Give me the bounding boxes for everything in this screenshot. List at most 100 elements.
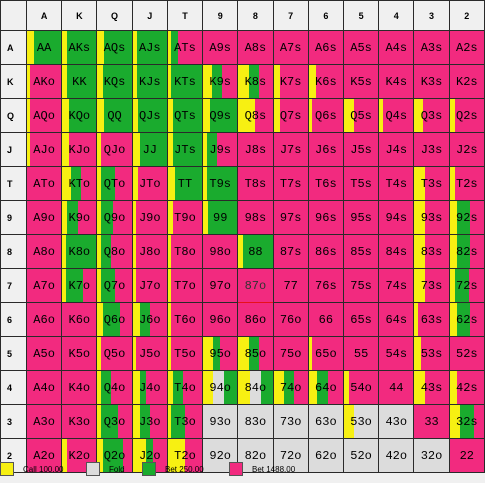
hand-cell-A7o[interactable]: A7o	[25, 268, 63, 303]
hand-cell-96o[interactable]: 96o	[202, 302, 239, 337]
hand-cell-A3o[interactable]: A3o	[25, 404, 63, 439]
hand-cell-97o[interactable]: 97o	[202, 268, 239, 303]
hand-cell-Q4o[interactable]: Q4o	[96, 370, 133, 405]
hand-cell-ATo[interactable]: ATo	[25, 166, 63, 201]
hand-cell-Q5s[interactable]: Q5s	[342, 98, 380, 133]
hand-cell-84o[interactable]: 84o	[237, 370, 274, 405]
hand-cell-Q8o[interactable]: Q8o	[96, 234, 133, 269]
hand-cell-98s[interactable]: 98s	[237, 200, 274, 235]
hand-cell-T3o[interactable]: T3o	[166, 404, 204, 439]
hand-cell-22[interactable]: 22	[448, 438, 485, 473]
hand-cell-93o[interactable]: 93o	[202, 404, 239, 439]
hand-cell-87s[interactable]: 87s	[272, 234, 309, 269]
hand-cell-KTs[interactable]: KTs	[166, 64, 204, 99]
hand-cell-T2o[interactable]: T2o	[166, 438, 204, 473]
hand-cell-KJs[interactable]: KJs	[131, 64, 168, 99]
hand-cell-93s[interactable]: 93s	[413, 200, 450, 235]
hand-cell-73s[interactable]: 73s	[413, 268, 450, 303]
hand-cell-J8s[interactable]: J8s	[237, 132, 274, 167]
hand-cell-A9o[interactable]: A9o	[25, 200, 63, 235]
hand-cell-32o[interactable]: 32o	[413, 438, 450, 473]
hand-cell-97s[interactable]: 97s	[272, 200, 309, 235]
hand-cell-53o[interactable]: 53o	[342, 404, 380, 439]
hand-cell-86s[interactable]: 86s	[307, 234, 344, 269]
hand-cell-QJo[interactable]: QJo	[96, 132, 133, 167]
hand-cell-98o[interactable]: 98o	[202, 234, 239, 269]
hand-cell-K7o[interactable]: K7o	[61, 268, 98, 303]
hand-cell-T6o[interactable]: T6o	[166, 302, 204, 337]
hand-cell-Q4s[interactable]: Q4s	[378, 98, 415, 133]
hand-cell-JTo[interactable]: JTo	[131, 166, 168, 201]
hand-cell-QQ[interactable]: QQ	[96, 98, 133, 133]
hand-cell-85s[interactable]: 85s	[342, 234, 380, 269]
hand-cell-66[interactable]: 66	[307, 302, 344, 337]
hand-cell-J7o[interactable]: J7o	[131, 268, 168, 303]
hand-cell-Q7o[interactable]: Q7o	[96, 268, 133, 303]
hand-cell-K5s[interactable]: K5s	[342, 64, 380, 99]
hand-cell-A2o[interactable]: A2o	[25, 438, 63, 473]
hand-cell-86o[interactable]: 86o	[237, 302, 274, 337]
hand-cell-A9s[interactable]: A9s	[202, 30, 239, 65]
hand-cell-K4o[interactable]: K4o	[61, 370, 98, 405]
hand-cell-T5s[interactable]: T5s	[342, 166, 380, 201]
hand-cell-AQs[interactable]: AQs	[96, 30, 133, 65]
hand-cell-T4o[interactable]: T4o	[166, 370, 204, 405]
hand-cell-K7s[interactable]: K7s	[272, 64, 309, 99]
hand-cell-K2s[interactable]: K2s	[448, 64, 485, 99]
hand-cell-KK[interactable]: KK	[61, 64, 98, 99]
hand-cell-32s[interactable]: 32s	[448, 404, 485, 439]
hand-cell-J6s[interactable]: J6s	[307, 132, 344, 167]
hand-cell-83s[interactable]: 83s	[413, 234, 450, 269]
hand-cell-65o[interactable]: 65o	[307, 336, 344, 371]
hand-cell-JTs[interactable]: JTs	[166, 132, 204, 167]
hand-cell-T2s[interactable]: T2s	[448, 166, 485, 201]
hand-cell-64o[interactable]: 64o	[307, 370, 344, 405]
hand-cell-QTs[interactable]: QTs	[166, 98, 204, 133]
hand-cell-AJs[interactable]: AJs	[131, 30, 168, 65]
hand-cell-K3s[interactable]: K3s	[413, 64, 450, 99]
hand-cell-K2o[interactable]: K2o	[61, 438, 98, 473]
hand-cell-33[interactable]: 33	[413, 404, 450, 439]
hand-cell-83o[interactable]: 83o	[237, 404, 274, 439]
hand-cell-T8s[interactable]: T8s	[237, 166, 274, 201]
hand-cell-QJs[interactable]: QJs	[131, 98, 168, 133]
hand-cell-Q8s[interactable]: Q8s	[237, 98, 274, 133]
hand-cell-63o[interactable]: 63o	[307, 404, 344, 439]
hand-cell-J2o[interactable]: J2o	[131, 438, 168, 473]
hand-cell-72o[interactable]: 72o	[272, 438, 309, 473]
hand-cell-T4s[interactable]: T4s	[378, 166, 415, 201]
hand-cell-T6s[interactable]: T6s	[307, 166, 344, 201]
hand-cell-53s[interactable]: 53s	[413, 336, 450, 371]
hand-cell-Q9s[interactable]: Q9s	[202, 98, 239, 133]
hand-cell-43o[interactable]: 43o	[378, 404, 415, 439]
hand-cell-62o[interactable]: 62o	[307, 438, 344, 473]
hand-cell-K6o[interactable]: K6o	[61, 302, 98, 337]
hand-cell-63s[interactable]: 63s	[413, 302, 450, 337]
hand-cell-Q5o[interactable]: Q5o	[96, 336, 133, 371]
hand-cell-A4s[interactable]: A4s	[378, 30, 415, 65]
hand-cell-94o[interactable]: 94o	[202, 370, 239, 405]
hand-cell-A5s[interactable]: A5s	[342, 30, 380, 65]
hand-cell-A4o[interactable]: A4o	[25, 370, 63, 405]
hand-cell-A8s[interactable]: A8s	[237, 30, 274, 65]
hand-cell-54o[interactable]: 54o	[342, 370, 380, 405]
hand-cell-J3o[interactable]: J3o	[131, 404, 168, 439]
hand-cell-AJo[interactable]: AJo	[25, 132, 63, 167]
hand-cell-76s[interactable]: 76s	[307, 268, 344, 303]
hand-cell-43s[interactable]: 43s	[413, 370, 450, 405]
hand-cell-J5s[interactable]: J5s	[342, 132, 380, 167]
hand-cell-A8o[interactable]: A8o	[25, 234, 63, 269]
hand-cell-K5o[interactable]: K5o	[61, 336, 98, 371]
hand-cell-55[interactable]: 55	[342, 336, 380, 371]
hand-cell-KJo[interactable]: KJo	[61, 132, 98, 167]
hand-cell-85o[interactable]: 85o	[237, 336, 274, 371]
hand-cell-KQs[interactable]: KQs	[96, 64, 133, 99]
hand-cell-95s[interactable]: 95s	[342, 200, 380, 235]
hand-cell-A7s[interactable]: A7s	[272, 30, 309, 65]
hand-cell-75s[interactable]: 75s	[342, 268, 380, 303]
hand-cell-J3s[interactable]: J3s	[413, 132, 450, 167]
hand-cell-Q9o[interactable]: Q9o	[96, 200, 133, 235]
hand-cell-77[interactable]: 77	[272, 268, 309, 303]
hand-cell-T9s[interactable]: T9s	[202, 166, 239, 201]
hand-cell-KTo[interactable]: KTo	[61, 166, 98, 201]
